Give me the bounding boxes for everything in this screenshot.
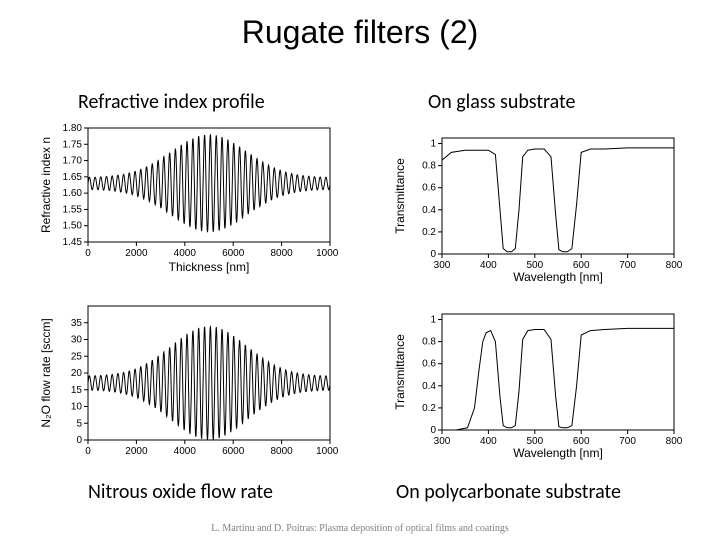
svg-text:10000: 10000 — [316, 248, 338, 259]
svg-text:8000: 8000 — [270, 248, 293, 259]
svg-text:400: 400 — [480, 436, 497, 447]
svg-text:1.45: 1.45 — [63, 237, 83, 248]
svg-text:300: 300 — [434, 436, 451, 447]
svg-text:1.80: 1.80 — [63, 123, 83, 134]
svg-text:20: 20 — [71, 368, 83, 379]
svg-text:Transmittance: Transmittance — [393, 334, 407, 410]
svg-text:0: 0 — [85, 248, 91, 259]
svg-text:6000: 6000 — [222, 248, 245, 259]
svg-text:1: 1 — [430, 139, 436, 150]
svg-text:0.8: 0.8 — [422, 337, 436, 348]
svg-text:400: 400 — [480, 260, 497, 271]
svg-text:N₂O flow rate [sccm]: N₂O flow rate [sccm] — [39, 318, 53, 427]
svg-text:1.50: 1.50 — [63, 221, 83, 232]
caption-n2o-flow: Nitrous oxide flow rate — [88, 480, 273, 504]
svg-text:Thickness [nm]: Thickness [nm] — [169, 260, 250, 274]
svg-text:700: 700 — [619, 260, 636, 271]
chart-transmittance-glass: 30040050060070080000.20.40.60.81Waveleng… — [392, 132, 682, 284]
caption-on-polycarbonate: On polycarbonate substrate — [396, 480, 621, 504]
svg-text:0.4: 0.4 — [422, 381, 436, 392]
svg-text:700: 700 — [619, 436, 636, 447]
svg-text:Wavelength [nm]: Wavelength [nm] — [513, 446, 603, 460]
svg-text:0: 0 — [430, 425, 436, 436]
svg-text:30: 30 — [71, 335, 83, 346]
svg-text:800: 800 — [666, 436, 682, 447]
svg-text:Transmittance: Transmittance — [393, 158, 407, 234]
svg-text:1.55: 1.55 — [63, 204, 83, 215]
chart-transmittance-polycarbonate: 30040050060070080000.20.40.60.81Waveleng… — [392, 308, 682, 460]
svg-text:Wavelength [nm]: Wavelength [nm] — [513, 270, 603, 284]
svg-text:2000: 2000 — [125, 446, 148, 457]
svg-text:0.4: 0.4 — [422, 205, 436, 216]
svg-text:1: 1 — [430, 315, 436, 326]
svg-text:0: 0 — [76, 435, 82, 446]
svg-text:0.8: 0.8 — [422, 161, 436, 172]
svg-text:0.6: 0.6 — [422, 359, 436, 370]
svg-text:1.70: 1.70 — [63, 156, 83, 167]
svg-text:5: 5 — [76, 418, 82, 429]
caption-on-glass: On glass substrate — [428, 90, 575, 114]
footer-citation: L. Martinu and D. Poitras: Plasma deposi… — [0, 523, 720, 534]
svg-text:0: 0 — [85, 446, 91, 457]
svg-text:0.2: 0.2 — [422, 227, 436, 238]
svg-text:800: 800 — [666, 260, 682, 271]
svg-text:35: 35 — [71, 318, 83, 329]
svg-text:4000: 4000 — [174, 248, 197, 259]
slide-title: Rugate filters (2) — [0, 14, 720, 51]
svg-text:15: 15 — [71, 385, 83, 396]
svg-text:10000: 10000 — [316, 446, 338, 457]
svg-text:1.65: 1.65 — [63, 172, 83, 183]
caption-refractive-index: Refractive index profile — [78, 90, 265, 114]
svg-text:300: 300 — [434, 260, 451, 271]
svg-text:8000: 8000 — [270, 446, 293, 457]
svg-text:10: 10 — [71, 402, 83, 413]
chart-refractive-index: 0 2000 4000 6000 8000 10000 1.45 1.50 1.55 1.60 1.… — [38, 122, 338, 274]
svg-text:4000: 4000 — [174, 446, 197, 457]
svg-text:0.6: 0.6 — [422, 183, 436, 194]
svg-text:25: 25 — [71, 351, 83, 362]
svg-text:1.75: 1.75 — [63, 139, 83, 150]
svg-text:6000: 6000 — [222, 446, 245, 457]
svg-text:1.60: 1.60 — [63, 188, 83, 199]
svg-text:2000: 2000 — [125, 248, 148, 259]
svg-text:Refractive index n: Refractive index n — [39, 137, 53, 233]
svg-text:0: 0 — [430, 249, 436, 260]
chart-n2o-flow: 0 2000 4000 6000 8000 10000 0 5 10 15 20 25 30 35 N₂O … — [38, 300, 338, 462]
svg-text:0.2: 0.2 — [422, 403, 436, 414]
